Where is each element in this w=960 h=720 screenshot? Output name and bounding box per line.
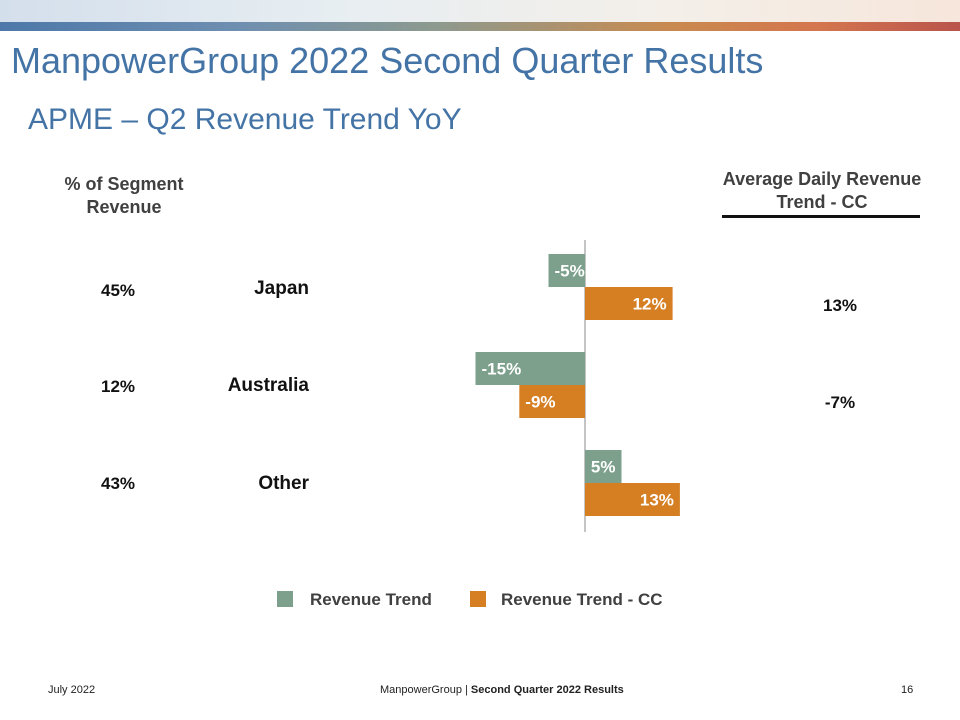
avg-daily-japan: 13% bbox=[822, 296, 858, 315]
footer-page-number: 16 bbox=[901, 684, 914, 696]
page-title: ManpowerGroup 2022 Second Quarter Result… bbox=[11, 40, 764, 81]
legend-swatch-revenue-trend bbox=[277, 591, 293, 607]
footer-report: Second Quarter 2022 Results bbox=[470, 684, 624, 696]
footer-center: ManpowerGroup | Second Quarter 2022 Resu… bbox=[380, 684, 624, 696]
bar-revenue-trend-cc-australia bbox=[519, 385, 585, 418]
footer-separator: | bbox=[465, 684, 468, 696]
legend-swatch-revenue-trend-cc bbox=[470, 591, 486, 607]
segment-pct-other: 43% bbox=[100, 474, 136, 493]
footer-company: ManpowerGroup bbox=[380, 684, 462, 696]
region-label-australia: Australia bbox=[227, 375, 309, 396]
region-label-other: Other bbox=[258, 473, 309, 494]
segment-pct-australia: 12% bbox=[100, 377, 136, 396]
bar-revenue-trend-other bbox=[585, 450, 622, 483]
avg-daily-australia: -7% bbox=[824, 393, 856, 412]
segment-pct-japan: 45% bbox=[100, 281, 136, 300]
header-gradient-bar bbox=[0, 22, 960, 31]
bar-revenue-trend-cc-other bbox=[585, 483, 680, 516]
header-fade-band bbox=[0, 0, 960, 22]
segment-pct-header: % of Segment Revenue bbox=[64, 174, 184, 217]
legend-label-revenue-trend-cc: Revenue Trend - CC bbox=[501, 590, 663, 609]
bar-label-revenue-trend-cc-japan: 12% bbox=[633, 295, 667, 314]
avg-daily-header-underline bbox=[722, 215, 920, 218]
bar-revenue-trend-australia bbox=[475, 352, 585, 385]
bar-label-revenue-trend-australia: -15% bbox=[482, 360, 522, 379]
region-label-japan: Japan bbox=[254, 278, 309, 299]
bar-revenue-trend-japan bbox=[548, 254, 585, 287]
bar-label-revenue-trend-cc-australia: -9% bbox=[525, 393, 555, 412]
legend-label-revenue-trend: Revenue Trend bbox=[310, 590, 432, 609]
footer-date: July 2022 bbox=[48, 684, 96, 696]
bar-label-revenue-trend-japan: -5% bbox=[555, 262, 585, 281]
bar-label-revenue-trend-other: 5% bbox=[591, 458, 616, 477]
bar-label-revenue-trend-cc-other: 13% bbox=[640, 491, 674, 510]
avg-daily-header: Average Daily Revenue Trend - CC bbox=[722, 169, 922, 212]
bar-revenue-trend-cc-japan bbox=[585, 287, 673, 320]
page-subtitle: APME – Q2 Revenue Trend YoY bbox=[28, 103, 462, 136]
